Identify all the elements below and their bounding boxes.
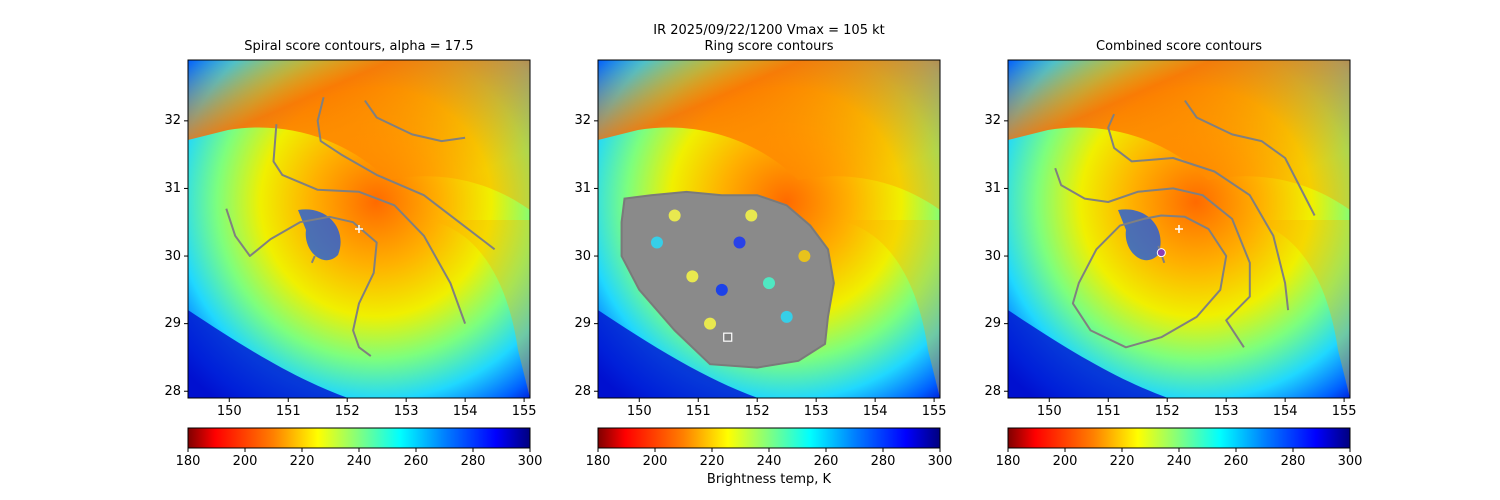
- x-tick-label: 150: [1036, 404, 1062, 419]
- center-circle-marker: [1156, 248, 1166, 258]
- x-tick-label: 155: [1331, 404, 1357, 419]
- panel-3: [1007, 59, 1351, 399]
- x-tick-label: 152: [1154, 404, 1180, 419]
- y-tick-label: 30: [164, 248, 181, 264]
- center-plus-marker: [355, 225, 363, 233]
- panel-1-brightness-field: [188, 60, 530, 398]
- colorbar-tick-label: 200: [232, 454, 258, 469]
- y-tick-label: 29: [984, 316, 1001, 332]
- ring-contour-speck: [704, 317, 717, 330]
- y-tick-label: 28: [574, 383, 591, 399]
- score-contour-line: [1184, 100, 1316, 216]
- x-tick-label: 154: [862, 404, 888, 419]
- y-tick-label: 28: [164, 383, 181, 399]
- score-contour-line: [272, 124, 467, 324]
- x-tick-label: 151: [275, 404, 301, 419]
- colorbar-tick-label: 300: [927, 454, 953, 469]
- score-contour-line: [1107, 113, 1290, 311]
- y-tick-label: 30: [574, 248, 591, 264]
- panel-2-title: Ring score contours: [704, 39, 834, 54]
- axis-ticks: [184, 120, 1351, 452]
- colorbar-tick-label: 240: [1166, 454, 1192, 469]
- x-tick-label: 151: [685, 404, 711, 419]
- score-contour-line: [225, 208, 378, 357]
- x-tick-label: 153: [803, 404, 829, 419]
- panel-2-overlay: [620, 190, 835, 369]
- ring-contour-speck: [780, 310, 793, 323]
- y-tick-label: 32: [984, 113, 1001, 129]
- x-tick-label: 152: [334, 404, 360, 419]
- colorbar-tick-label: 280: [1280, 454, 1306, 469]
- panel-3-brightness-field: [1008, 60, 1350, 398]
- x-tick-label: 154: [1272, 404, 1298, 419]
- colorbar-2: [597, 427, 941, 449]
- panel-1-overlay: [225, 96, 496, 357]
- colorbar-tick-label: 220: [699, 454, 725, 469]
- ring-contour-speck: [715, 283, 728, 296]
- y-tick-label: 32: [164, 113, 181, 129]
- score-contour-line: [310, 255, 316, 264]
- x-tick-label: 155: [921, 404, 947, 419]
- colorbar-tick-label: 180: [585, 454, 611, 469]
- ring-score-contour-region: [620, 190, 835, 369]
- panel-3-title: Combined score contours: [1096, 39, 1262, 54]
- ring-contour-speck: [668, 209, 681, 222]
- y-tick-label: 32: [574, 113, 591, 129]
- x-tick-label: 150: [626, 404, 652, 419]
- y-tick-label: 29: [164, 316, 181, 332]
- ring-contour-speck: [650, 236, 663, 249]
- colorbar-tick-label: 260: [1223, 454, 1249, 469]
- ring-contour-speck: [733, 236, 746, 249]
- x-tick-label: 153: [1213, 404, 1239, 419]
- colorbar-tick-label: 300: [517, 454, 543, 469]
- colorbar-tick-label: 240: [346, 454, 372, 469]
- x-tick-label: 150: [216, 404, 242, 419]
- colorbar-tick-label: 200: [642, 454, 668, 469]
- y-tick-label: 28: [984, 383, 1001, 399]
- figure-suptitle: IR 2025/09/22/1200 Vmax = 105 kt: [653, 23, 885, 38]
- center-plus-marker: [1175, 225, 1183, 233]
- ring-contour-speck: [686, 270, 699, 283]
- x-tick-label: 155: [511, 404, 537, 419]
- x-tick-label: 154: [452, 404, 478, 419]
- panel-1-title: Spiral score contours, alpha = 17.5: [244, 39, 474, 54]
- x-tick-label: 152: [744, 404, 770, 419]
- ring-contour-speck: [745, 209, 758, 222]
- colorbar-tick-label: 180: [175, 454, 201, 469]
- y-tick-label: 30: [984, 248, 1001, 264]
- panel-3-overlay: [1054, 100, 1316, 349]
- panel-2: [597, 59, 941, 399]
- x-tick-label: 153: [393, 404, 419, 419]
- colorbar-tick-label: 180: [995, 454, 1021, 469]
- colorbar-tick-label: 220: [1109, 454, 1135, 469]
- x-tick-label: 151: [1095, 404, 1121, 419]
- colorbar-tick-label: 240: [756, 454, 782, 469]
- y-tick-label: 31: [574, 180, 591, 196]
- colorbar-tick-label: 300: [1337, 454, 1363, 469]
- y-tick-label: 31: [984, 180, 1001, 196]
- colorbar-tick-label: 220: [289, 454, 315, 469]
- ring-contour-speck: [798, 250, 811, 263]
- score-contour-line: [364, 100, 466, 143]
- colorbar-tick-label: 280: [870, 454, 896, 469]
- score-contour-line: [1071, 214, 1228, 349]
- colorbar-tick-label: 260: [403, 454, 429, 469]
- y-tick-label: 29: [574, 316, 591, 332]
- colorbar-1: [187, 427, 531, 449]
- colorbar-label: Brightness temp, K: [706, 472, 832, 487]
- score-contour-line: [1054, 167, 1251, 348]
- score-contour-line: [316, 96, 496, 251]
- colorbar-tick-label: 280: [460, 454, 486, 469]
- panel-1: [187, 59, 531, 399]
- colorbar-tick-label: 260: [813, 454, 839, 469]
- center-square-marker: [723, 332, 733, 342]
- y-tick-label: 31: [164, 180, 181, 196]
- ring-contour-speck: [763, 277, 775, 290]
- colorbar-tick-label: 200: [1052, 454, 1078, 469]
- colorbar-3: [1007, 427, 1351, 449]
